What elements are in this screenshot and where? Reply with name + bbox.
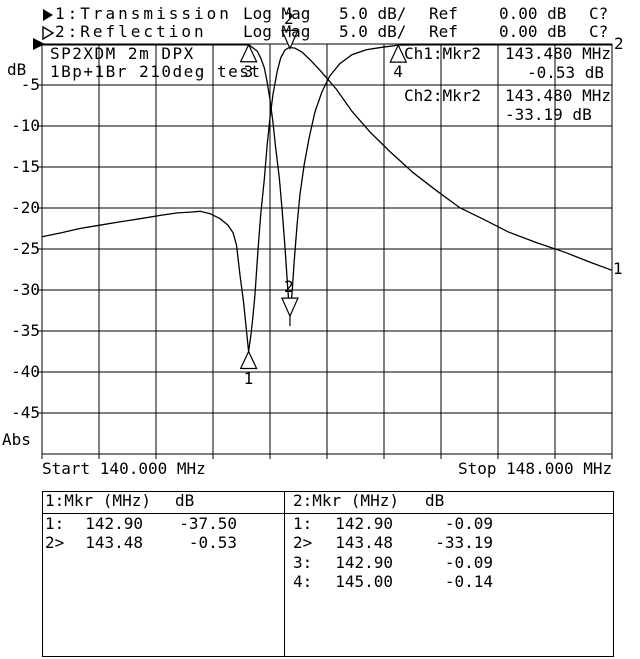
marker-1-2-symbol <box>281 29 299 50</box>
marker-2-4-symbol <box>389 43 408 63</box>
marker-2-2-symbol <box>281 297 299 318</box>
plot-grid <box>37 43 613 459</box>
channel-2-inactive-icon <box>42 25 55 41</box>
channel-1-active-icon <box>43 9 53 21</box>
marker-symbols <box>239 29 408 370</box>
ref-level-icon <box>33 38 45 50</box>
marker-2-3-symbol <box>239 43 258 63</box>
marker-1-1-symbol <box>239 350 258 370</box>
trace-1-transmission <box>41 46 613 352</box>
